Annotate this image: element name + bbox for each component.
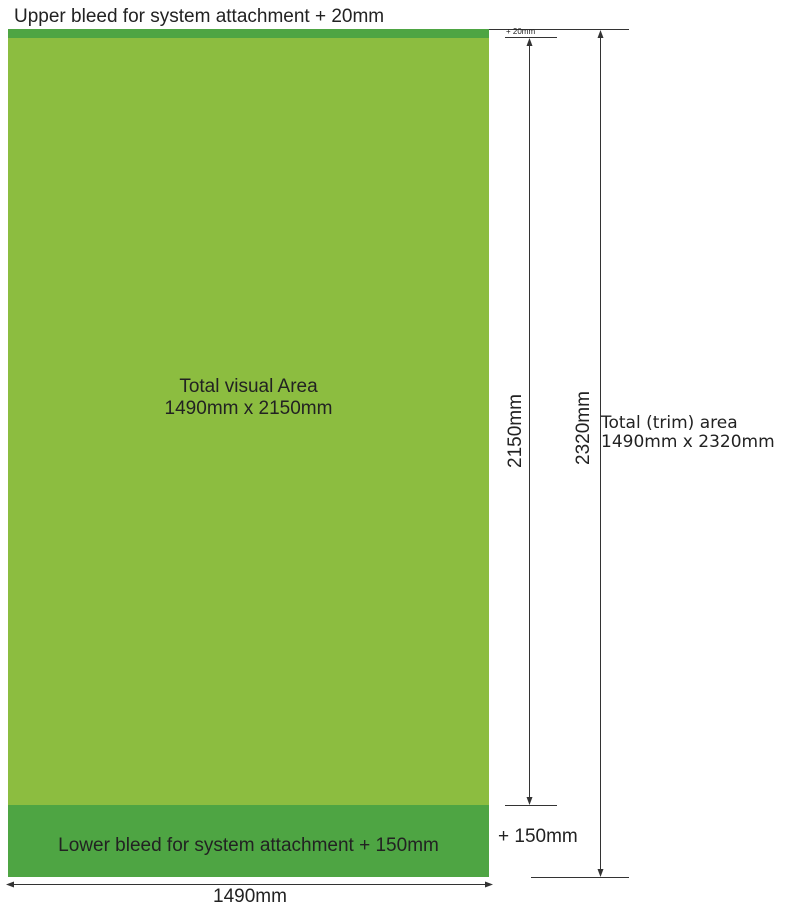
visual-area-title: Total visual Area [179,376,318,397]
visual-area-dimensions: 1490mm x 2150mm [164,398,333,419]
arrow-down-icon [597,869,604,877]
total-height-dimension [597,30,604,877]
arrow-up-icon [597,30,604,38]
visual-area-panel [8,38,489,805]
top-offset-label: + 20mm [506,27,536,36]
lower-bleed-label: Lower bleed for system attachment + 150m… [58,835,439,856]
visual-height-label: 2150mm [505,394,526,468]
lower-bleed-strip [8,805,489,877]
trim-area-label: Total (trim) area 1490mm x 2320mm [601,414,775,452]
top-extension-lines [489,29,629,878]
upper-bleed-label: Upper bleed for system attachment + 20mm [14,6,385,27]
total-height-label: 2320mm [573,391,594,465]
lower-offset-label: + 150mm [498,826,578,847]
trim-area-dimensions: 1490mm x 2320mm [601,432,775,452]
upper-bleed-strip [8,29,489,38]
visual-height-dimension [526,38,533,805]
arrow-up-icon [526,38,533,46]
arrow-left-icon [6,881,14,888]
trim-area-title: Total (trim) area [601,413,738,433]
visual-area-label: Total visual Area 1490mm x 2150mm [8,376,489,420]
arrow-right-icon [485,881,493,888]
width-label: 1490mm [213,886,287,907]
arrow-down-icon [526,797,533,805]
width-dimension [6,881,493,888]
